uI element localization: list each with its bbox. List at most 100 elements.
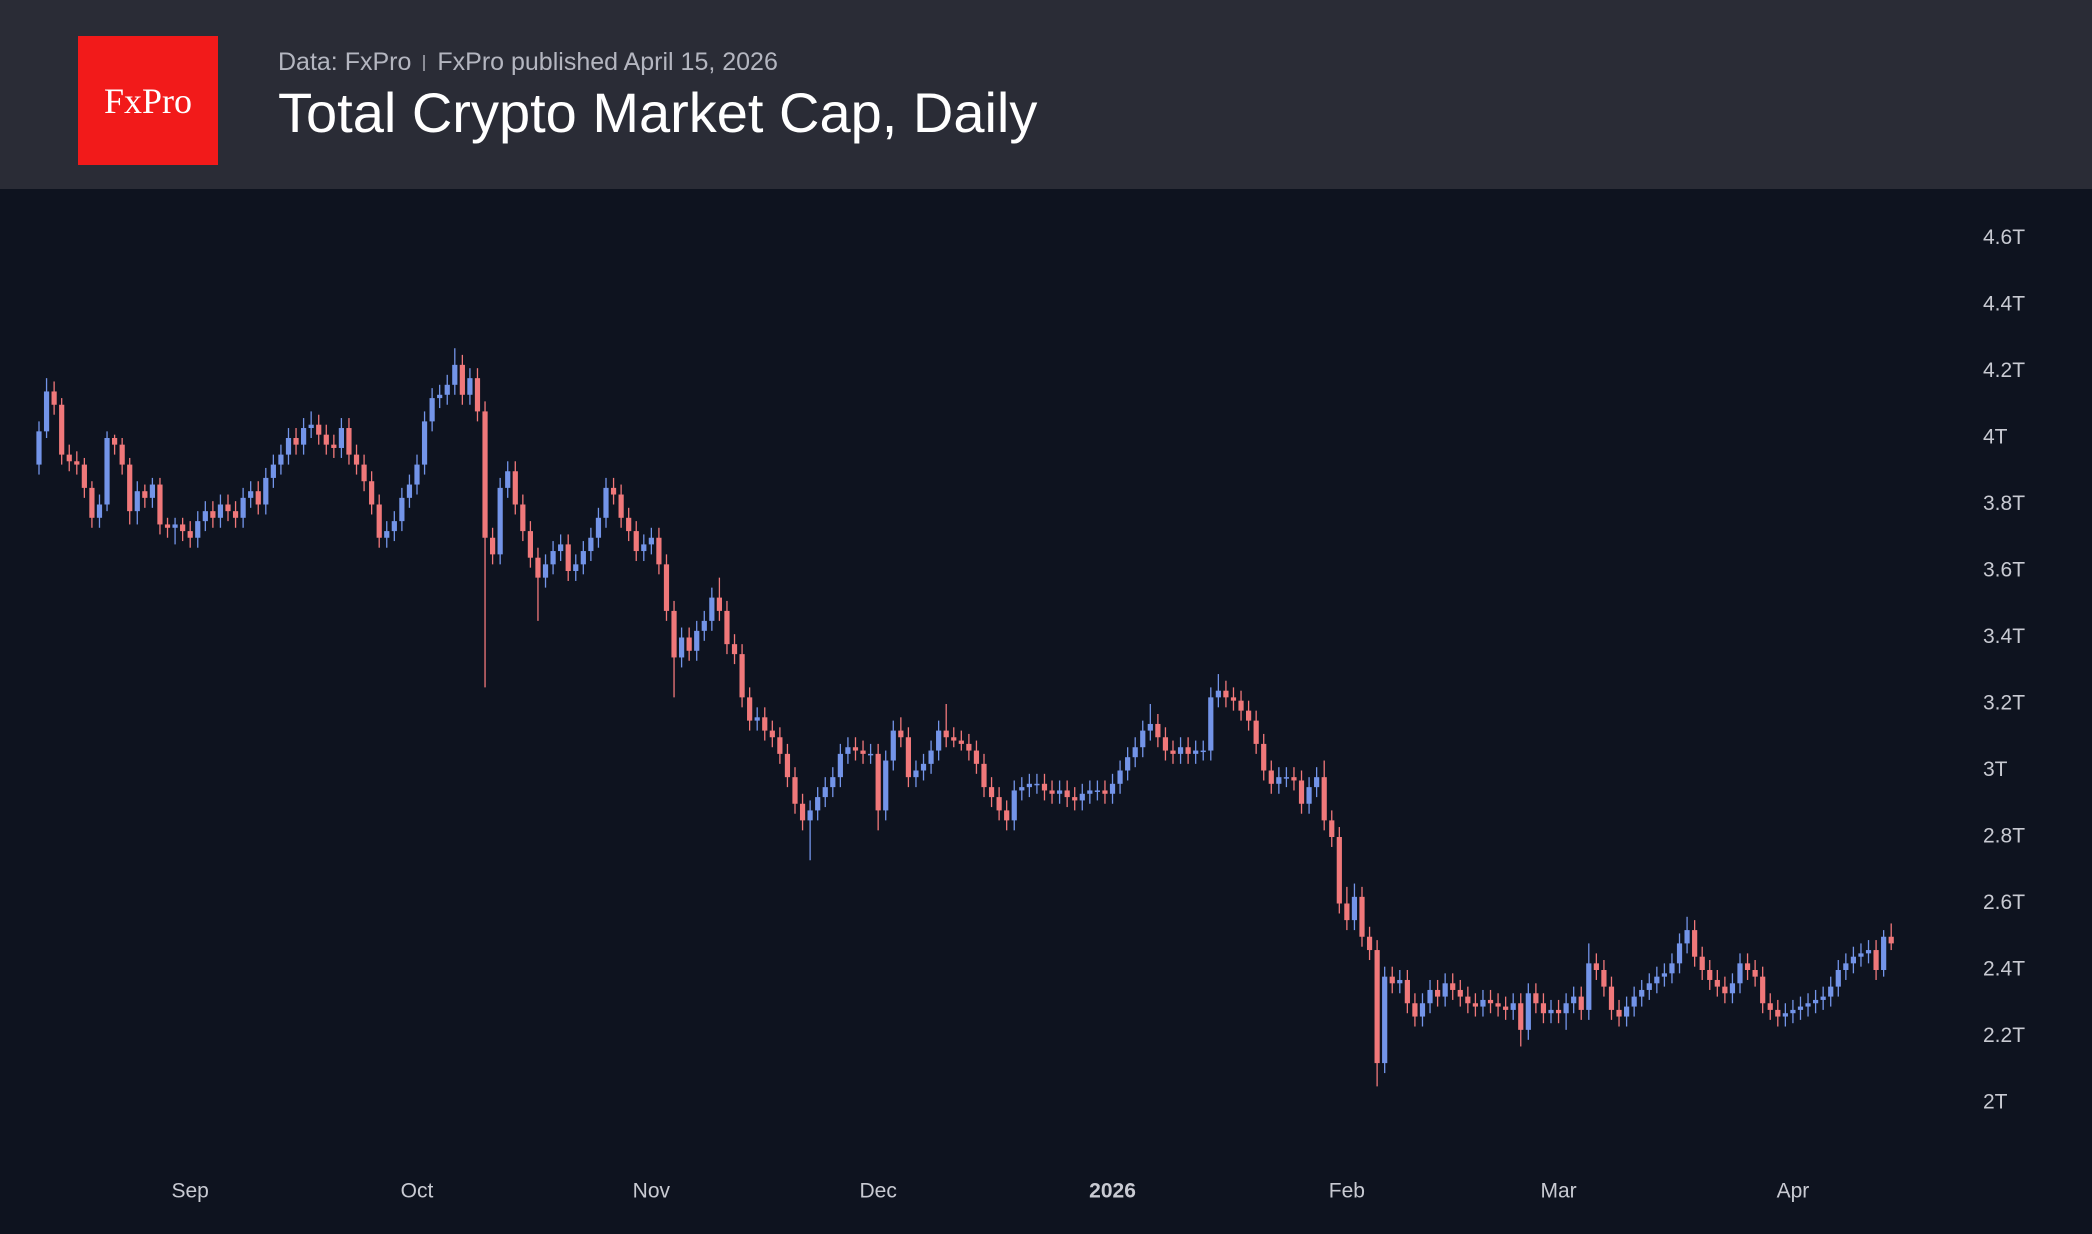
- candle-body: [1374, 950, 1380, 1064]
- candle-body: [1782, 1013, 1788, 1017]
- candle-body: [527, 531, 533, 558]
- candle-body: [1336, 837, 1342, 904]
- candle-body: [1321, 777, 1327, 821]
- candle-body: [1646, 983, 1652, 990]
- candle-body: [1442, 983, 1448, 997]
- candle-body: [1427, 989, 1433, 1004]
- candle-body: [293, 438, 299, 445]
- candle-body: [1533, 993, 1539, 1004]
- candle-body: [1072, 797, 1078, 801]
- candle-body: [1767, 1003, 1773, 1010]
- y-tick-label: 4.6T: [1983, 226, 2025, 249]
- candle-body: [1631, 996, 1637, 1007]
- candle-body: [1760, 976, 1766, 1004]
- candle-body: [1571, 996, 1577, 1004]
- candle-body: [43, 391, 50, 432]
- x-tick-label: Mar: [1540, 1180, 1576, 1203]
- candle-body: [1283, 777, 1289, 779]
- candle-body: [966, 743, 972, 751]
- candle-body: [1298, 780, 1305, 804]
- candle-body: [724, 610, 730, 645]
- candle-body: [406, 484, 413, 498]
- candle-body: [928, 750, 934, 764]
- candle-body: [542, 564, 549, 578]
- candle-body: [905, 737, 911, 778]
- candle-body: [421, 421, 428, 465]
- subtitle: FxPro published April 15, 2026: [437, 48, 778, 76]
- candle-body: [1057, 790, 1063, 794]
- candle-body: [444, 384, 450, 395]
- candle-body: [671, 610, 677, 658]
- candle-body: [1661, 973, 1667, 977]
- candle-body: [429, 398, 435, 422]
- candle-body: [580, 551, 586, 565]
- candle-body: [595, 517, 602, 538]
- candle-body: [1147, 723, 1153, 731]
- candle-body: [769, 730, 775, 738]
- candle-body: [195, 521, 201, 538]
- candle-body: [1850, 956, 1856, 964]
- candle-body: [626, 517, 632, 532]
- candle-body: [331, 444, 337, 448]
- candle-body: [1843, 963, 1849, 970]
- subtitle-row: Data: FxPro FxPro published April 15, 202…: [278, 48, 778, 77]
- candle-body: [1820, 996, 1826, 1000]
- candle-body: [981, 763, 987, 788]
- candle-body: [603, 487, 609, 518]
- candle-body: [210, 511, 216, 518]
- candle-body: [1790, 1009, 1796, 1014]
- candle-body: [679, 637, 685, 658]
- candle-body: [74, 461, 80, 465]
- candle-body: [1797, 1006, 1804, 1010]
- y-tick-label: 4.4T: [1983, 293, 2025, 316]
- candle-body: [512, 471, 518, 505]
- candle-body: [1586, 963, 1592, 1010]
- candle-body: [1608, 986, 1615, 1010]
- candle-body: [1729, 983, 1736, 994]
- y-tick-label: 2.4T: [1983, 958, 2025, 981]
- candle-body: [217, 504, 224, 518]
- candle-body: [1722, 986, 1728, 994]
- x-tick-label: Nov: [633, 1180, 671, 1203]
- source: Data: FxPro: [278, 48, 412, 76]
- candle-body: [308, 424, 314, 429]
- candle-body: [1775, 1009, 1781, 1017]
- candle-body: [716, 597, 722, 611]
- candle-body: [361, 464, 367, 482]
- candle-body: [784, 753, 791, 778]
- candle-body: [1117, 770, 1123, 784]
- candle-body: [301, 428, 307, 445]
- candle-body: [1472, 1003, 1478, 1007]
- candle-body: [988, 787, 995, 798]
- candle-body: [285, 438, 292, 455]
- chart-title: Total Crypto Market Cap, Daily: [278, 81, 1038, 144]
- x-tick-label: Oct: [401, 1180, 434, 1203]
- candle-body: [323, 434, 329, 445]
- candle-body: [1344, 903, 1350, 921]
- candle-body: [550, 551, 556, 565]
- candle-body: [187, 531, 193, 538]
- candle-body: [1011, 790, 1017, 821]
- candle-body: [852, 747, 859, 751]
- y-tick-label: 2T: [1983, 1091, 2008, 1114]
- y-tick-label: 3.6T: [1983, 559, 2025, 582]
- candle-body: [1487, 999, 1494, 1004]
- candle-body: [648, 537, 654, 545]
- candle-body: [1510, 1003, 1516, 1010]
- candle-body: [1676, 943, 1683, 964]
- candle-body: [474, 378, 481, 412]
- candle-body: [1193, 750, 1199, 754]
- candle-body: [180, 524, 186, 532]
- candle-body: [641, 544, 647, 552]
- candle-body: [663, 564, 670, 611]
- candle-body: [1004, 810, 1010, 821]
- candle-body: [1563, 1003, 1569, 1014]
- candle-body: [1744, 963, 1751, 970]
- candle-body: [1858, 953, 1864, 957]
- candle-body: [1624, 1006, 1630, 1017]
- candle-body: [142, 491, 148, 498]
- candle-body: [1654, 976, 1660, 984]
- candle-body: [1102, 790, 1108, 794]
